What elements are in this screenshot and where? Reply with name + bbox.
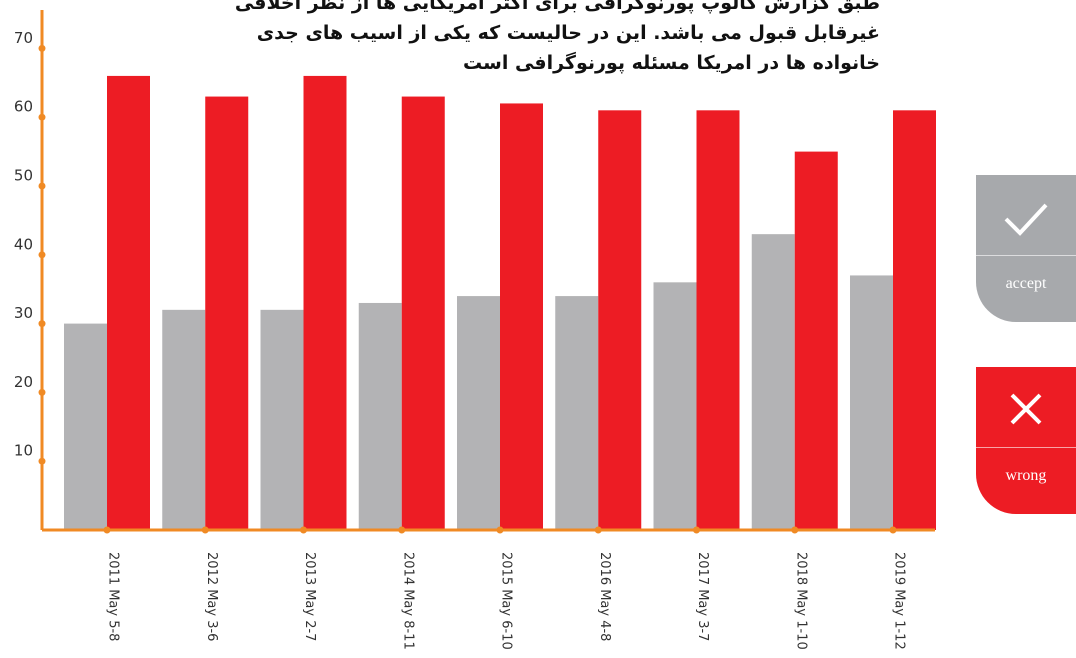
bar	[205, 96, 249, 530]
x-tick	[300, 526, 307, 534]
bar	[358, 302, 402, 530]
x-tick	[201, 526, 209, 534]
y-tick	[38, 44, 46, 52]
check-icon	[1004, 203, 1048, 236]
bar	[64, 323, 107, 530]
bar	[500, 103, 543, 530]
x-tick	[791, 526, 799, 534]
y-tick-label: 50	[14, 167, 33, 185]
bar	[457, 296, 500, 530]
x-tick-label: 2018 May 1-10	[793, 552, 808, 650]
divider	[976, 255, 1076, 256]
y-tick	[38, 457, 46, 465]
y-tick-label: 60	[14, 98, 33, 116]
x-tick	[889, 526, 897, 534]
divider	[976, 447, 1076, 448]
x-tick-label: 2012 May 3-6	[204, 552, 219, 641]
x-tick-label: 2013 May 2-7	[302, 552, 317, 641]
y-tick	[38, 320, 46, 328]
bar	[555, 296, 599, 530]
bar	[598, 110, 642, 530]
y-tick	[38, 388, 46, 396]
x-tick-label: 2017 May 3-7	[695, 552, 710, 641]
y-tick-label: 30	[14, 304, 33, 322]
bar	[401, 96, 445, 530]
y-tick-label: 70	[14, 29, 33, 47]
y-tick	[38, 113, 46, 121]
x-tick-label: 2016 May 4-8	[597, 552, 612, 641]
bar	[794, 151, 838, 530]
button-label: wrong	[1005, 467, 1047, 484]
y-tick	[38, 251, 46, 259]
x-tick	[398, 526, 406, 534]
bar	[162, 309, 206, 530]
y-tick-label: 20	[14, 373, 33, 391]
x-tick	[496, 526, 504, 534]
bar	[303, 75, 347, 531]
bar	[751, 234, 795, 530]
x-tick-label: 2014 May 8-11	[400, 552, 415, 650]
bar	[107, 75, 150, 531]
bar	[893, 110, 936, 530]
bar	[696, 110, 740, 530]
x-tick-label: 2019 May 1-12	[892, 552, 907, 650]
x-tick	[594, 526, 602, 534]
y-tick-label: 10	[14, 442, 33, 460]
y-tick-label: 40	[14, 235, 33, 253]
x-tick-label: 2011 May 5-8	[106, 552, 121, 641]
y-tick	[38, 182, 46, 190]
x-tick	[103, 526, 111, 534]
bar	[653, 282, 697, 530]
x-icon	[1010, 393, 1042, 425]
x-tick-label: 2015 May 6-10	[499, 552, 514, 650]
bar	[260, 309, 304, 530]
accept-button[interactable]: accept	[976, 175, 1076, 322]
wrong-button[interactable]: wrong	[976, 367, 1076, 514]
chart-title: طبق گزارش گالوپ پورنوگرافی برای اکثر آمر…	[234, 0, 880, 74]
bar	[850, 275, 893, 530]
x-tick	[693, 526, 700, 534]
button-label: accept	[1005, 275, 1047, 292]
